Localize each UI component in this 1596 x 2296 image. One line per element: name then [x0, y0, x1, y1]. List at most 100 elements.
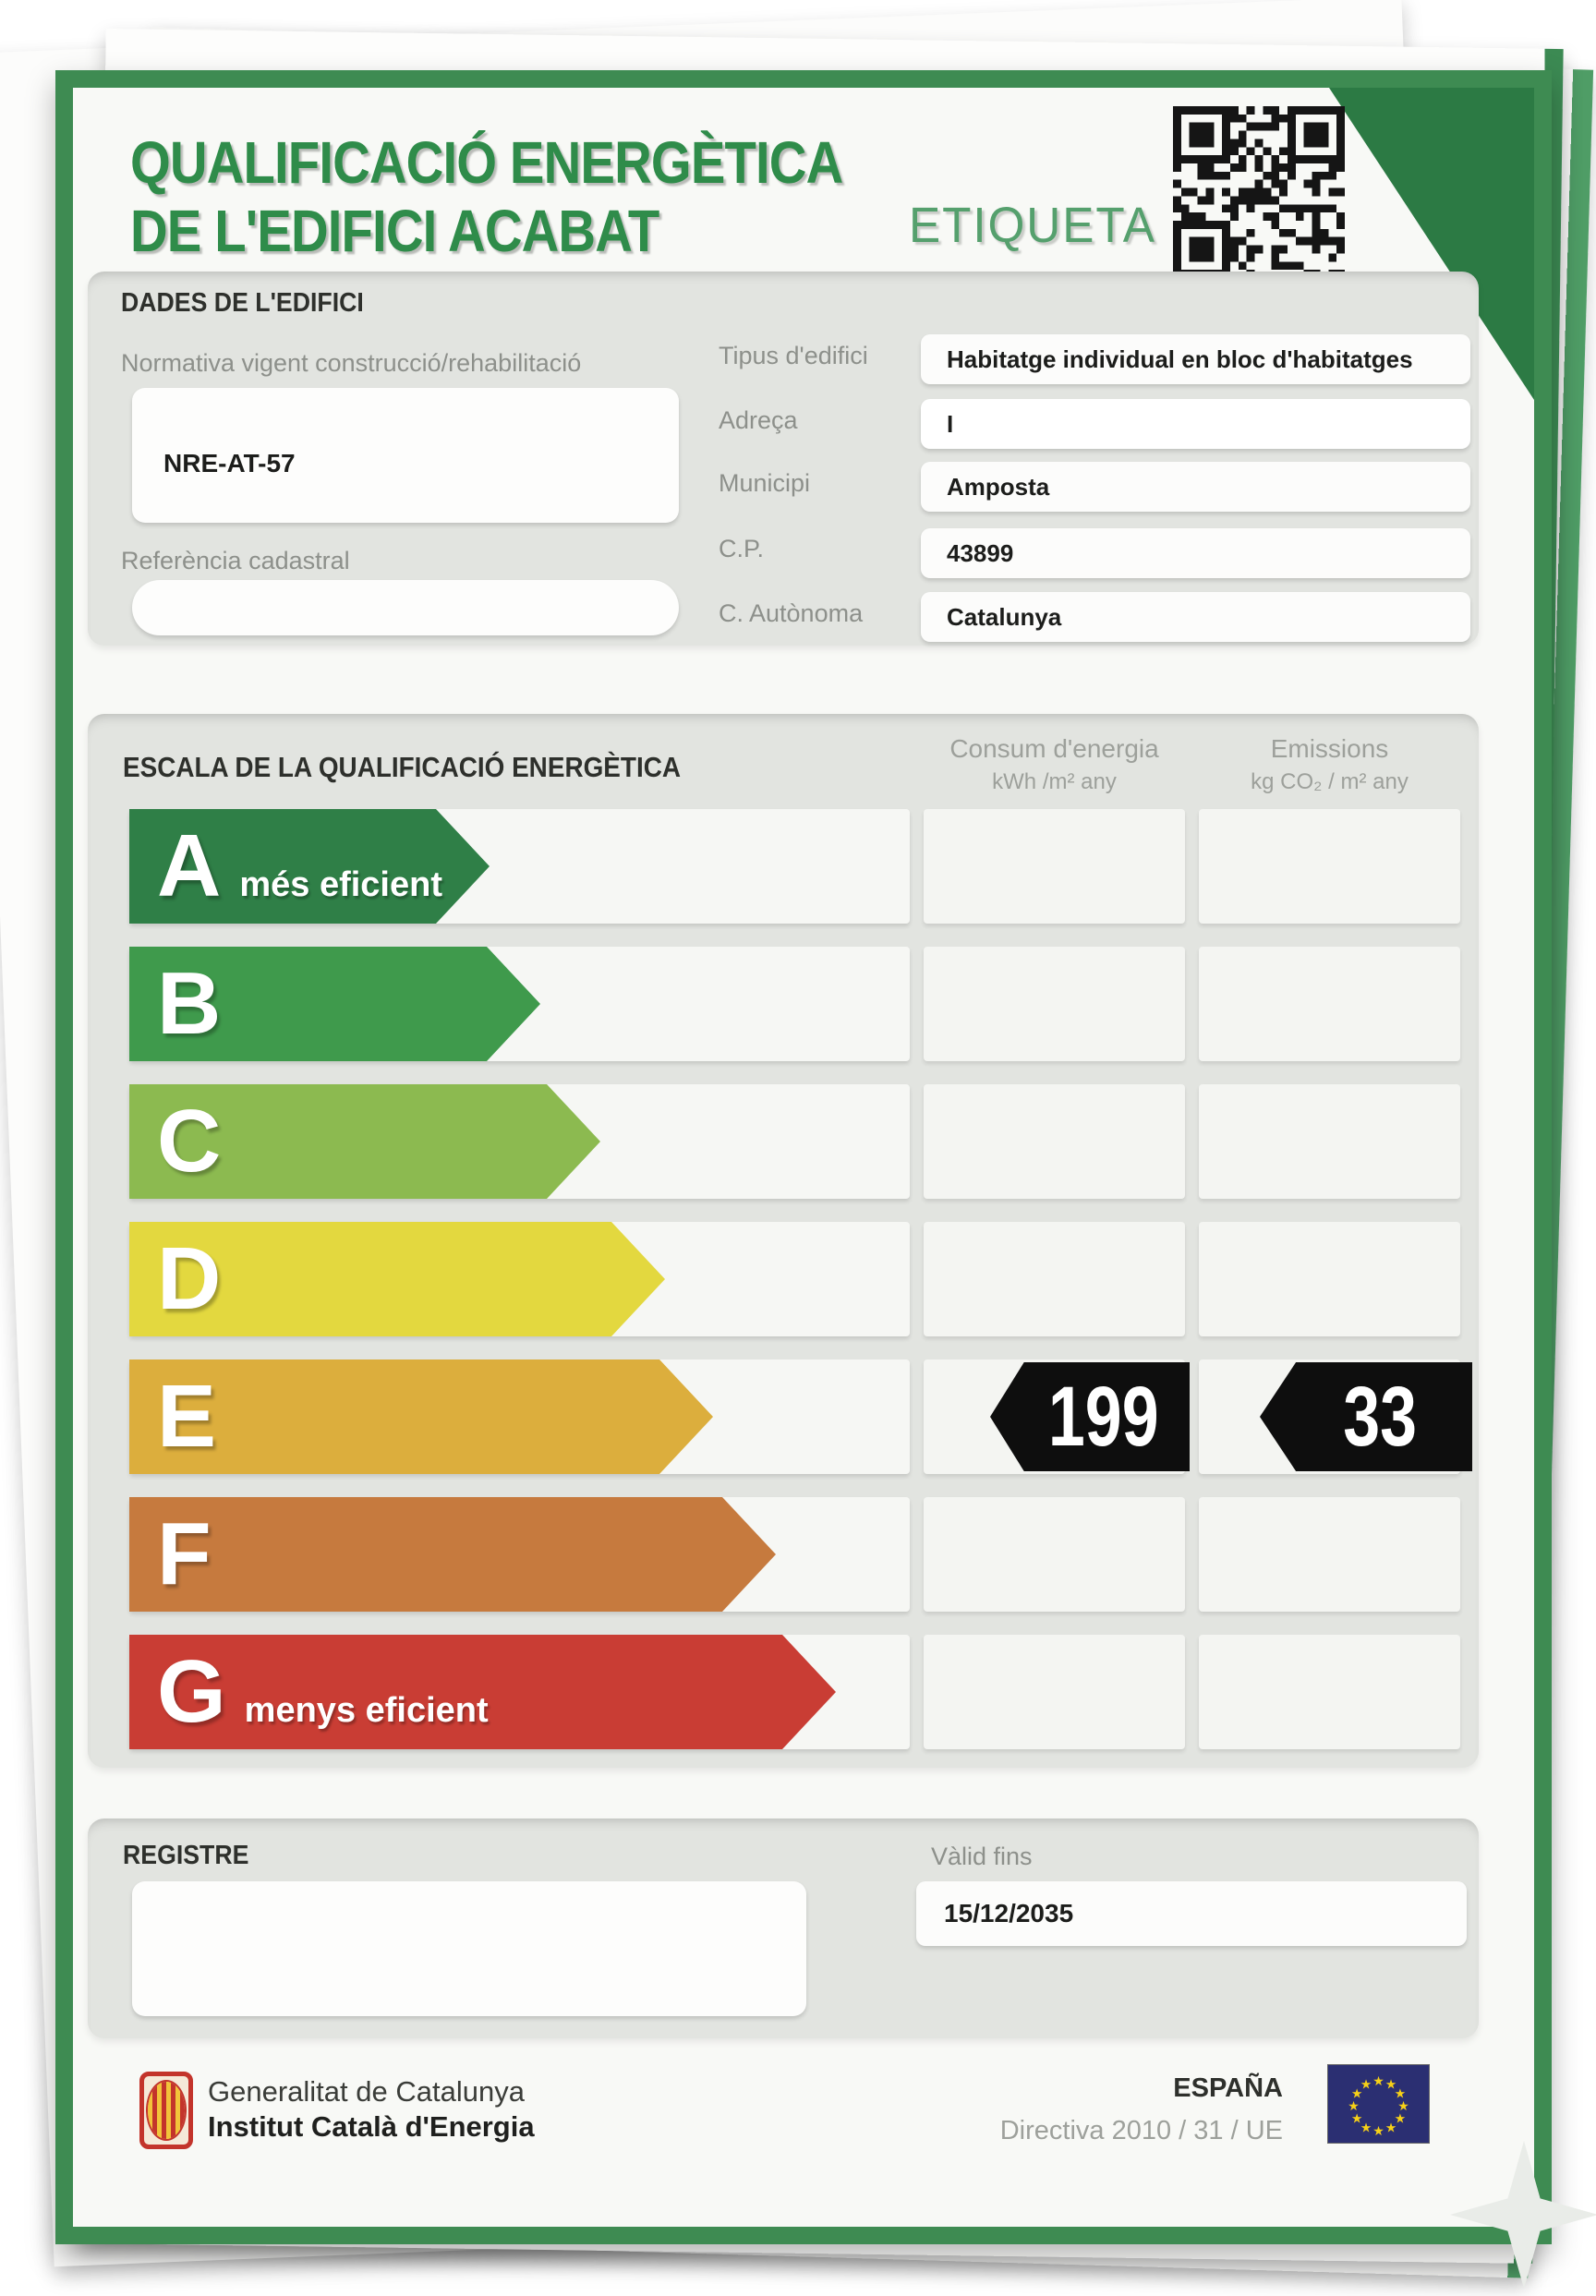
consum-cell — [924, 1497, 1185, 1612]
consum-cell — [924, 1635, 1185, 1749]
scale-arrow: C — [129, 1084, 600, 1199]
scale-letter: F — [157, 1504, 212, 1603]
eu-star-icon: ★ — [1372, 2072, 1384, 2088]
municipi-field[interactable]: Amposta — [921, 462, 1470, 512]
scale-arrow: G menys eficient — [129, 1635, 836, 1749]
normativa-value: NRE-AT-57 — [163, 449, 296, 477]
scale-row-track: C — [129, 1084, 910, 1199]
emissions-cell: 33 — [1199, 1359, 1472, 1474]
scale-arrow: A més eficient — [129, 809, 490, 924]
scale-row-f: F — [88, 1497, 1479, 1612]
org-name-line1: Generalitat de Catalunya — [208, 2075, 525, 2108]
emissions-cell — [1199, 947, 1460, 1061]
senyera-stripes — [148, 2082, 185, 2139]
scale-letter: B — [157, 954, 222, 1053]
certificate-page: QUALIFICACIÓ ENERGÈTICA DE L'EDIFICI ACA… — [55, 70, 1552, 2244]
page-title-line1: QUALIFICACIÓ ENERGÈTICA — [130, 129, 843, 196]
emissions-cell — [1199, 1635, 1460, 1749]
referencia-field[interactable] — [132, 580, 679, 635]
scale-letter: G — [157, 1642, 226, 1741]
consum-cell — [924, 809, 1185, 924]
scale-arrow: B — [129, 947, 540, 1061]
page-title-line2: DE L'EDIFICI ACABAT — [130, 198, 659, 264]
eu-star-icon: ★ — [1348, 2097, 1360, 2113]
valid-fins-label: Vàlid fins — [931, 1843, 1033, 1870]
emissions-column-header: Emissions — [1270, 734, 1389, 763]
adreca-field[interactable]: I — [921, 399, 1470, 449]
energy-scale: A més eficient B C D — [88, 809, 1479, 1760]
eu-star-icon: ★ — [1384, 2120, 1397, 2135]
tipus-edifici-label: Tipus d'edifici — [719, 342, 868, 369]
scale-note: més eficient — [239, 864, 442, 904]
dades-section-title: DADES DE L'EDIFICI — [121, 288, 364, 318]
consum-cell: 199 — [924, 1359, 1190, 1474]
scale-row-d: D — [88, 1222, 1479, 1336]
section-escala-qualificacio: ESCALA DE LA QUALIFICACIÓ ENERGÈTICA Con… — [88, 714, 1479, 1768]
scale-letter: C — [157, 1092, 222, 1190]
eu-star-icon: ★ — [1350, 2110, 1363, 2126]
consum-cell — [924, 947, 1185, 1061]
referencia-label: Referència cadastral — [121, 547, 350, 574]
consum-column-header: Consum d'energia — [949, 734, 1159, 763]
scale-row-b: B — [88, 947, 1479, 1061]
eu-star-icon: ★ — [1360, 2076, 1372, 2092]
eu-flag: ★ ★ ★ ★ ★ ★ ★ ★ ★ ★ ★ ★ — [1327, 2064, 1430, 2144]
cp-field[interactable]: 43899 — [921, 528, 1470, 578]
eu-star-icon: ★ — [1384, 2076, 1397, 2092]
scale-row-track: B — [129, 947, 910, 1061]
valid-fins-value: 15/12/2035 — [944, 1899, 1074, 1927]
scale-row-e: E 199 33 — [88, 1359, 1479, 1474]
scale-arrow: E — [129, 1359, 713, 1474]
registre-field[interactable] — [132, 1881, 806, 2016]
registre-section-title: REGISTRE — [123, 1841, 249, 1870]
emissions-value: 33 — [1343, 1370, 1417, 1464]
eu-star-icon: ★ — [1360, 2120, 1372, 2135]
page-title: QUALIFICACIÓ ENERGÈTICA DE L'EDIFICI ACA… — [130, 128, 940, 265]
eu-star-icon: ★ — [1394, 2085, 1407, 2101]
consum-cell — [924, 1222, 1185, 1336]
scale-arrow: D — [129, 1222, 665, 1336]
cp-label: C.P. — [719, 535, 765, 562]
scale-row-a: A més eficient — [88, 809, 1479, 924]
valid-fins-field[interactable]: 15/12/2035 — [916, 1881, 1467, 1946]
scale-arrow: F — [129, 1497, 776, 1612]
scale-letter: A — [157, 816, 222, 915]
emissions-cell — [1199, 1084, 1460, 1199]
scale-row-track: D — [129, 1222, 910, 1336]
consum-cell — [924, 1084, 1185, 1199]
tipus-edifici-field[interactable]: Habitatge individual en bloc d'habitatge… — [921, 334, 1470, 384]
eu-star-icon: ★ — [1394, 2110, 1407, 2126]
scale-note: menys eficient — [244, 1690, 489, 1730]
comunitat-field[interactable]: Catalunya — [921, 592, 1470, 642]
etiqueta-label: ETIQUETA — [909, 198, 1156, 253]
scale-row-track: G menys eficient — [129, 1635, 910, 1749]
normativa-field[interactable]: NRE-AT-57 — [132, 388, 679, 523]
normativa-label: Normativa vigent construcció/rehabilitac… — [121, 349, 582, 377]
eu-star-icon: ★ — [1372, 2122, 1384, 2138]
scale-row-g: G menys eficient — [88, 1635, 1479, 1749]
scale-letter: E — [157, 1367, 217, 1466]
adreca-label: Adreça — [719, 406, 798, 434]
org-name-line2: Institut Català d'Energia — [208, 2110, 535, 2143]
consum-column-units: kWh /m² any — [992, 769, 1117, 794]
eu-star-icon: ★ — [1350, 2085, 1363, 2101]
emissions-column-units: kg CO₂ / m² any — [1251, 769, 1409, 794]
municipi-label: Municipi — [719, 469, 811, 497]
consum-value-tag: 199 — [990, 1362, 1190, 1471]
emissions-value-tag: 33 — [1260, 1362, 1472, 1471]
consum-value: 199 — [1048, 1370, 1159, 1464]
eu-star-icon: ★ — [1397, 2097, 1409, 2113]
scale-row-track: F — [129, 1497, 910, 1612]
section-dades-edifici: DADES DE L'EDIFICI Normativa vigent cons… — [88, 272, 1479, 646]
escala-section-title: ESCALA DE LA QUALIFICACIÓ ENERGÈTICA — [123, 751, 681, 783]
generalitat-logo — [139, 2072, 193, 2149]
scale-row-c: C — [88, 1084, 1479, 1199]
country-label: ESPAÑA — [1173, 2073, 1283, 2103]
section-registre: REGISTRE Vàlid fins 15/12/2035 — [88, 1819, 1479, 2038]
comunitat-label: C. Autònoma — [719, 599, 864, 627]
emissions-cell — [1199, 1497, 1460, 1612]
scale-row-track: E — [129, 1359, 910, 1474]
emissions-cell — [1199, 809, 1460, 924]
scale-row-track: A més eficient — [129, 809, 910, 924]
emissions-cell — [1199, 1222, 1460, 1336]
